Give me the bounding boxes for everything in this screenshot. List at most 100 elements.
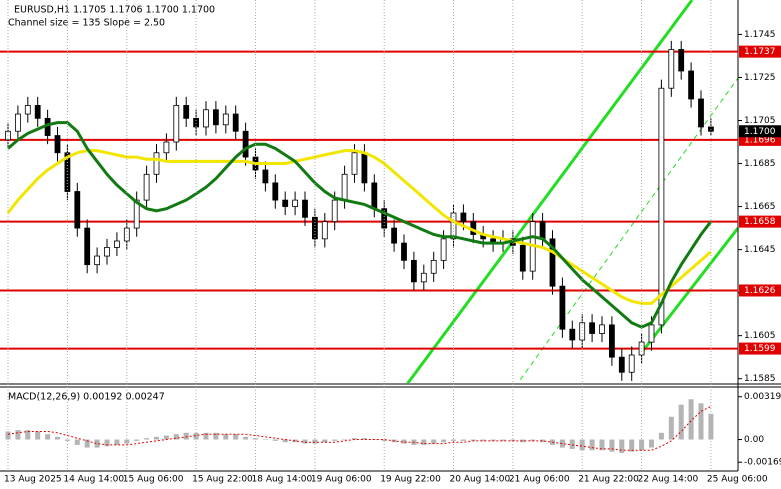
candle-body xyxy=(292,199,299,207)
macd-bar xyxy=(55,436,60,440)
macd-bar xyxy=(500,439,506,441)
x-tick-label: 19 Aug 06:00 xyxy=(311,475,372,485)
candle-body xyxy=(242,130,249,158)
macd-bar xyxy=(203,432,209,440)
macd-bar xyxy=(569,439,575,449)
macd-bar xyxy=(510,439,516,441)
candle-body xyxy=(628,354,635,373)
level-label: 1.1658 xyxy=(744,217,776,227)
macd-bar xyxy=(470,439,476,441)
y-tick-label: 1.1745 xyxy=(744,30,776,40)
candle-body xyxy=(688,70,694,100)
candle-body xyxy=(569,328,576,341)
macd-bar xyxy=(322,439,328,443)
macd-bar xyxy=(233,434,239,440)
macd-bar xyxy=(302,439,308,444)
x-tick-label: 22 Aug 14:00 xyxy=(638,475,699,485)
moving-average xyxy=(6,149,712,305)
level-label-box xyxy=(739,45,781,58)
y-tick-label: 1.1645 xyxy=(744,245,776,255)
macd-bar xyxy=(45,434,51,440)
candle-body xyxy=(133,199,140,229)
macd-bar xyxy=(540,439,546,443)
macd-bar xyxy=(64,439,70,441)
y-tick-label: 0.00 xyxy=(744,435,764,445)
macd-bar xyxy=(441,439,447,443)
candle-body xyxy=(618,356,625,373)
candle-body xyxy=(519,244,526,272)
macd-signal xyxy=(7,405,712,451)
macd-bar xyxy=(163,435,169,440)
macd-bar xyxy=(292,439,298,443)
candle-body xyxy=(609,324,615,358)
x-tick-label: 21 Aug 06:00 xyxy=(509,475,570,485)
macd-bar xyxy=(312,439,318,444)
macd-bar xyxy=(520,439,526,443)
y-tick-label: 1.1665 xyxy=(744,202,776,212)
candle-body xyxy=(84,227,91,266)
y-tick-label: 1.1605 xyxy=(744,331,776,341)
macd-bar xyxy=(629,439,635,452)
x-tick-label: 15 Aug 22:00 xyxy=(192,475,253,485)
macd-bar xyxy=(144,438,150,440)
candle-body xyxy=(589,322,595,334)
candle-body xyxy=(341,173,348,201)
candle-body xyxy=(74,191,81,229)
macd-bar xyxy=(559,439,565,448)
y-tick-label: 0.00319 xyxy=(744,392,781,402)
candle-body xyxy=(549,238,556,287)
x-tick-label: 20 Aug 14:00 xyxy=(450,475,511,485)
macd-bar xyxy=(15,430,21,440)
level-label: 1.1599 xyxy=(744,344,776,354)
macd-bar xyxy=(342,439,348,441)
candle-body xyxy=(24,105,31,115)
candle-body xyxy=(64,152,71,192)
macd-bar xyxy=(460,439,466,441)
macd-bar xyxy=(272,439,278,441)
chart-title: EURUSD,H1 1.1705 1.1706 1.1700 1.1700 xyxy=(14,5,215,16)
y-tick-label: 1.1725 xyxy=(744,73,776,83)
macd-bar xyxy=(381,439,387,441)
candle-body xyxy=(668,49,675,89)
macd-bar xyxy=(639,439,645,451)
chart-subtitle: Channel size = 135 Slope = 2.50 xyxy=(8,18,165,29)
candle-body xyxy=(54,135,61,154)
macd-bar xyxy=(658,432,664,440)
macd-bar xyxy=(243,436,249,440)
candle-body xyxy=(678,49,685,72)
macd-bar xyxy=(134,439,140,441)
macd-bar xyxy=(332,439,338,441)
candle-body xyxy=(698,98,704,128)
macd-bar xyxy=(530,439,536,441)
x-tick-label: 13 Aug 2025 xyxy=(4,475,62,485)
macd-bar xyxy=(213,432,219,440)
macd-bar xyxy=(431,439,437,444)
candle-body xyxy=(212,109,219,126)
candle-body xyxy=(599,324,605,334)
macd-bar xyxy=(480,439,486,441)
candle-body xyxy=(658,87,665,326)
candle-body xyxy=(203,109,209,128)
macd-bar xyxy=(668,416,674,440)
candle-body xyxy=(559,285,566,330)
macd-bar xyxy=(94,439,100,448)
macd-bar xyxy=(74,439,80,445)
macd-bar xyxy=(609,439,615,452)
macd-bar xyxy=(84,439,90,448)
level-label: 1.1626 xyxy=(744,286,776,296)
macd-bar xyxy=(154,436,159,440)
level-label: 1.1696 xyxy=(744,135,776,145)
candle-body xyxy=(321,221,328,240)
candle-body xyxy=(371,182,378,210)
y-tick-label: -0.00169 xyxy=(744,458,781,468)
candle-body xyxy=(460,212,467,223)
x-tick-label: 18 Aug 14:00 xyxy=(252,475,313,485)
macd-bar xyxy=(114,439,120,445)
macd-bar xyxy=(223,434,229,440)
candle-body xyxy=(114,240,120,248)
macd-bar xyxy=(649,439,654,448)
moving-average xyxy=(7,121,713,329)
candle-body xyxy=(391,227,398,244)
candle-body xyxy=(302,199,308,218)
